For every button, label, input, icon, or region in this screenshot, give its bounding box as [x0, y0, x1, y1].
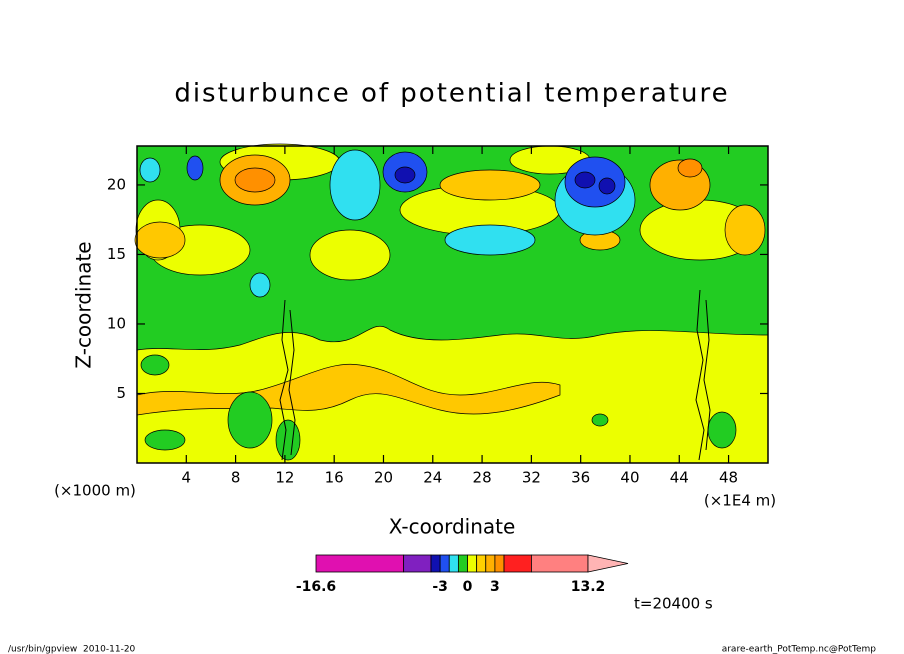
y-tick-label: 10: [107, 314, 126, 332]
x-tick-label: 12: [275, 469, 294, 487]
x-unit: (×1E4 m): [704, 492, 776, 510]
x-tick-label: 24: [423, 469, 442, 487]
x-tick-label: 4: [182, 469, 192, 487]
x-tick-label: 48: [719, 469, 738, 487]
y-axis-label: Z-coordinate: [72, 241, 96, 368]
colorbar-tick-label: -16.6: [296, 579, 336, 595]
x-tick-label: 20: [374, 469, 393, 487]
colorbar-segment: [531, 554, 589, 573]
footer-right: arare-earth_PotTemp.nc@PotTemp: [722, 645, 877, 654]
colorbar-segment: [439, 554, 450, 573]
contour-line: [279, 289, 711, 461]
colorbar-segment: [430, 554, 441, 573]
y-tick-label: 20: [107, 175, 126, 193]
colorbar-tick-label: 0: [463, 579, 473, 595]
x-tick-label: 32: [522, 469, 541, 487]
contour-region: [134, 149, 766, 298]
colorbar-segment: [494, 554, 505, 573]
colorbar-tick-label: -3: [432, 579, 448, 595]
contour-field: [134, 143, 769, 463]
colorbar-extension: [587, 554, 629, 573]
colorbar-segment: [485, 554, 496, 573]
annotation: t=20400 s: [634, 595, 713, 613]
x-tick-label: 8: [231, 469, 241, 487]
y-tick-label: 15: [107, 245, 126, 263]
x-axis-label: X-coordinate: [389, 515, 516, 539]
plot-frame: [136, 145, 769, 464]
colorbar-segment: [403, 554, 432, 573]
y-unit: (×1000 m): [54, 482, 136, 500]
y-tick-label: 5: [116, 384, 126, 402]
x-tick-label: 36: [571, 469, 590, 487]
colorbar-segment: [448, 554, 459, 573]
x-tick-label: 16: [325, 469, 344, 487]
footer-left: /usr/bin/gpview 2010-11-20: [8, 645, 136, 654]
x-tick-label: 40: [620, 469, 639, 487]
colorbar-tick-label: 3: [490, 579, 500, 595]
colorbar-tick-label: 13.2: [571, 579, 606, 595]
colorbar-segment: [457, 554, 468, 573]
x-tick-label: 28: [473, 469, 492, 487]
colorbar-segment: [467, 554, 478, 573]
contour-region: [140, 354, 737, 461]
x-tick-label: 44: [670, 469, 689, 487]
chart-title: disturbunce of potential temperature: [174, 79, 729, 109]
colorbar-segment: [315, 554, 405, 573]
colorbar-segment: [503, 554, 532, 573]
colorbar-segment: [476, 554, 487, 573]
